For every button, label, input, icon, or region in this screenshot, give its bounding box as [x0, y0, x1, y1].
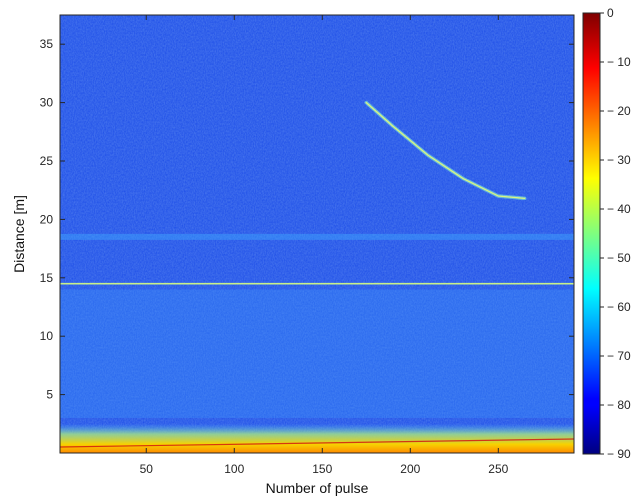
- y-axis-ticks: 5 10 15 20 25 30 35: [40, 37, 574, 402]
- colorbar-scale: [582, 12, 601, 455]
- y-tick-label: 5: [46, 388, 53, 402]
- y-tick-label: 15: [40, 271, 54, 285]
- colorbar-tick-label: − 10: [607, 55, 631, 69]
- colorbar-tick-label: − 90: [607, 447, 631, 461]
- colorbar-tick-label: − 70: [607, 349, 631, 363]
- x-tick-label: 250: [488, 462, 508, 476]
- feature-target-trace-core: [365, 101, 526, 200]
- plot-area: [60, 15, 574, 453]
- colorbar-tick-label: − 30: [607, 153, 631, 167]
- x-axis-label: Number of pulse: [266, 480, 369, 496]
- colorbar-tick-label: 0: [607, 6, 614, 20]
- heatmap-noise: [60, 15, 574, 453]
- y-tick-label: 20: [40, 212, 54, 226]
- colorbar-tick-label: − 40: [607, 202, 631, 216]
- x-tick-label: 150: [312, 462, 332, 476]
- colorbar-tick-label: − 80: [607, 398, 631, 412]
- colorbar-tick-label: − 50: [607, 251, 631, 265]
- colorbar: 0 − 10 − 20 − 30 − 40 − 50 − 60 − 70 − 80 − 90: [582, 6, 631, 461]
- y-axis-label: Distance [m]: [11, 195, 27, 273]
- x-tick-label: 200: [400, 462, 420, 476]
- feature-mid-range-haze: [60, 289, 574, 418]
- y-tick-label: 25: [40, 154, 54, 168]
- colorbar-tick-label: − 60: [607, 300, 631, 314]
- x-tick-label: 100: [224, 462, 244, 476]
- colorbar-tick-label: − 20: [607, 104, 631, 118]
- feature-near-range-band: [60, 423, 574, 453]
- near-range-streak: [60, 438, 574, 448]
- plot-frame: [59, 14, 575, 454]
- x-tick-label: 50: [140, 462, 154, 476]
- y-tick-label: 10: [40, 329, 54, 343]
- y-tick-label: 35: [40, 37, 54, 51]
- y-tick-label: 30: [40, 96, 54, 110]
- x-axis-ticks: 50 100 150 200 250: [140, 15, 509, 476]
